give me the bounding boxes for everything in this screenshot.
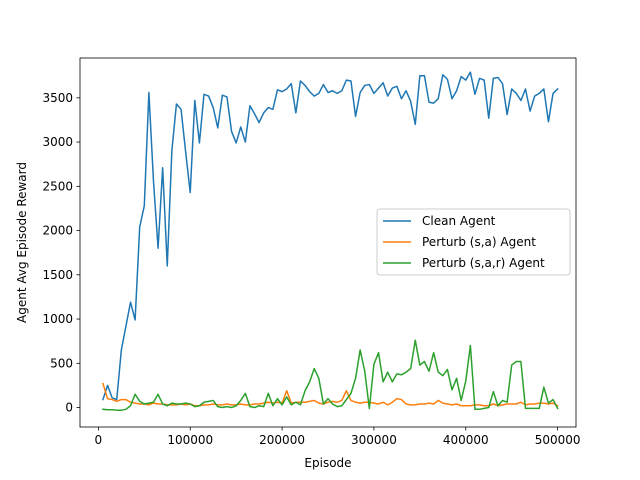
y-tick-label: 1500 (42, 268, 73, 282)
x-axis-label: Episode (304, 456, 351, 470)
legend: Clean Agent Perturb (s,a) Agent Perturb (s… (376, 208, 571, 276)
y-tick-label: 2000 (42, 224, 73, 238)
legend-box (376, 208, 571, 276)
y-tick-label: 500 (50, 356, 73, 370)
x-axis-ticks: 0 100000 200000 300000 400000 500000 (95, 427, 581, 447)
x-tick-label: 0 (95, 433, 103, 447)
x-tick-label: 400000 (443, 433, 489, 447)
x-tick-label: 300000 (351, 433, 397, 447)
y-tick-label: 1000 (42, 312, 73, 326)
x-tick-label: 100000 (167, 433, 213, 447)
x-tick-label: 200000 (259, 433, 305, 447)
y-tick-label: 3000 (42, 135, 73, 149)
legend-label: Perturb (s,a,r) Agent (422, 256, 545, 270)
axes-frame (79, 57, 577, 428)
legend-label: Perturb (s,a) Agent (422, 235, 536, 249)
legend-label: Clean Agent (422, 214, 496, 228)
y-axis-label: Agent Avg Episode Reward (15, 162, 29, 323)
plot-border (79, 57, 577, 428)
series-line-0 (102, 71, 559, 401)
x-tick-label: 500000 (535, 433, 581, 447)
y-tick-label: 2500 (42, 179, 73, 193)
y-tick-label: 3500 (42, 91, 73, 105)
legend-items: Clean Agent Perturb (s,a) Agent Perturb (s… (383, 214, 545, 270)
y-tick-label: 0 (65, 401, 73, 415)
series-line-2 (102, 339, 559, 411)
series-layer (102, 71, 559, 411)
y-axis-ticks: 0 500 1000 1500 2000 2500 3000 3500 (42, 91, 80, 415)
